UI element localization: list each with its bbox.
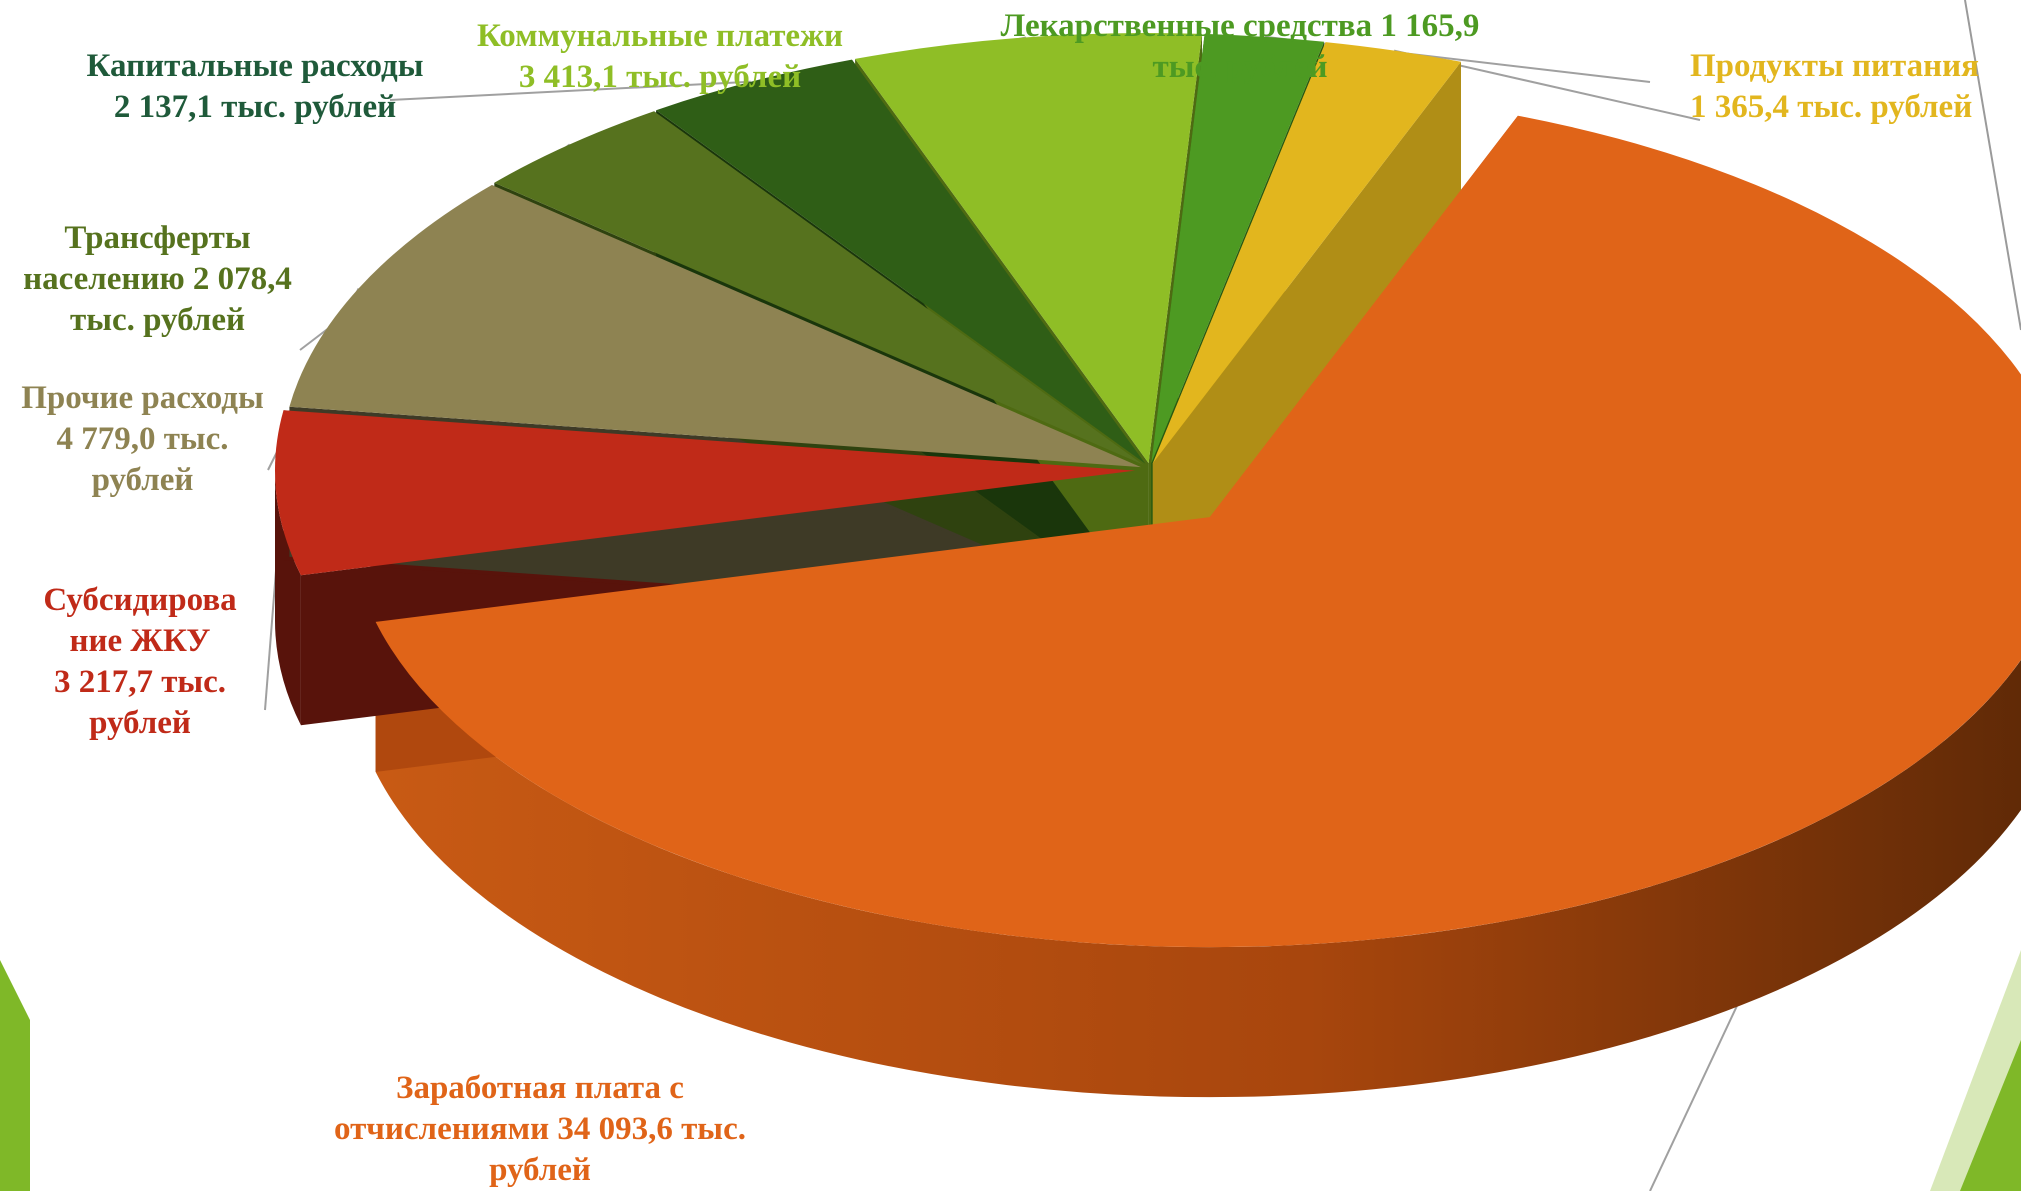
label-medicine-line-1: Лекарственные средства 1 165,9	[960, 6, 1520, 47]
label-zhku: Субсидирова ние ЖКУ 3 217,7 тыс. рублей	[20, 580, 260, 744]
label-capital: Капитальные расходы 2 137,1 тыс. рублей	[55, 46, 455, 128]
label-medicine-line-2: тыс. рублей	[960, 47, 1520, 88]
label-capital-line-1: Капитальные расходы	[55, 46, 455, 87]
label-other-line-3: рублей	[0, 460, 285, 501]
label-other-line-2: 4 779,0 тыс.	[0, 419, 285, 460]
label-food-line-1: Продукты питания	[1690, 46, 2021, 87]
label-transfers-line-3: тыс. рублей	[0, 300, 315, 341]
label-food-line-2: 1 365,4 тыс. рублей	[1690, 87, 2021, 128]
label-food: Продукты питания 1 365,4 тыс. рублей	[1690, 46, 2021, 128]
label-other-line-1: Прочие расходы	[0, 378, 285, 419]
label-utilities: Коммунальные платежи 3 413,1 тыс. рублей	[450, 16, 870, 98]
label-salary-line-1: Заработная плата с	[300, 1068, 780, 1109]
label-transfers: Трансферты населению 2 078,4 тыс. рублей	[0, 218, 315, 341]
label-transfers-line-1: Трансферты	[0, 218, 315, 259]
label-capital-line-2: 2 137,1 тыс. рублей	[55, 87, 455, 128]
label-transfers-line-2: населению 2 078,4	[0, 259, 315, 300]
label-zhku-line-4: рублей	[20, 703, 260, 744]
leader-line-zhku	[265, 568, 276, 710]
label-medicine: Лекарственные средства 1 165,9 тыс. рубл…	[960, 6, 1520, 88]
label-other: Прочие расходы 4 779,0 тыс. рублей	[0, 378, 285, 501]
label-zhku-line-3: 3 217,7 тыс.	[20, 662, 260, 703]
label-salary-line-2: отчислениями 34 093,6 тыс.	[300, 1109, 780, 1150]
label-salary-line-3: рублей	[300, 1150, 780, 1191]
label-zhku-line-2: ние ЖКУ	[20, 621, 260, 662]
slide-accent-left	[0, 960, 30, 1191]
label-utilities-line-1: Коммунальные платежи	[450, 16, 870, 57]
label-zhku-line-1: Субсидирова	[20, 580, 260, 621]
label-salary: Заработная плата с отчислениями 34 093,6…	[300, 1068, 780, 1191]
label-utilities-line-2: 3 413,1 тыс. рублей	[450, 57, 870, 98]
